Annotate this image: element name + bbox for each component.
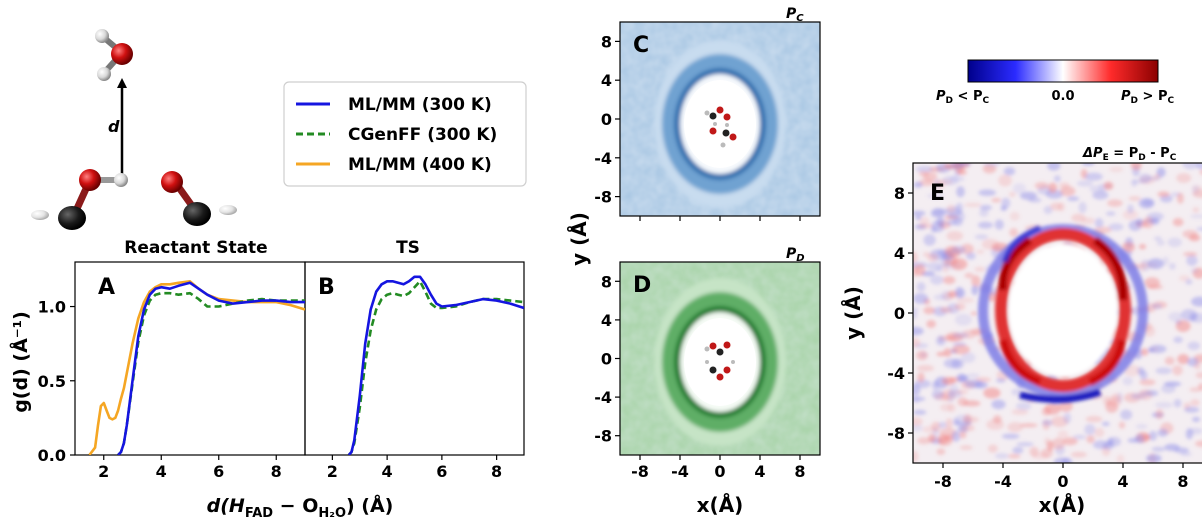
series-line xyxy=(117,281,305,455)
colorbar-center-label: 0.0 xyxy=(1051,89,1074,104)
hydrogen-atom xyxy=(114,173,128,187)
y-tick-label: 4 xyxy=(601,71,612,90)
panel-b-frame xyxy=(304,261,525,456)
y-tick-label: -4 xyxy=(594,388,612,407)
y-tick-label: -4 xyxy=(594,149,612,168)
x-tick-label: 6 xyxy=(436,462,447,481)
x-tick-label: -8 xyxy=(631,462,649,481)
x-tick-label: 0 xyxy=(714,462,725,481)
panel-b-letter: B xyxy=(318,275,335,300)
arrow-head-icon xyxy=(117,78,127,88)
panel-a-title: Reactant State xyxy=(124,238,267,258)
panel-c-letter: C xyxy=(633,33,649,58)
y-tick-label: 8 xyxy=(601,272,612,291)
panel-c-title: PC xyxy=(786,6,804,24)
x-tick-label: 2 xyxy=(98,462,109,481)
x-tick-label: 4 xyxy=(156,462,167,481)
x-tick-label: 2 xyxy=(327,462,338,481)
y-tick-label: -4 xyxy=(887,364,905,383)
panel-d-title: PD xyxy=(786,246,805,264)
e-x-axis-label: x(Å) xyxy=(1039,493,1086,517)
panel-d-heatmap: D PD -8 -4 0 4 8 8 4 0 -4 -8 xyxy=(594,246,821,481)
panel-e-heatmap: E ΔPE = PD - PC -8 -4 0 4 8 8 4 0 -4 -8 xyxy=(887,146,1202,491)
legend-box xyxy=(283,81,527,187)
panel-c-heatmap: C PC 8 4 0 -4 -8 xyxy=(594,6,821,221)
x-tick-label: 8 xyxy=(1177,472,1188,491)
colorbar-gradient xyxy=(967,59,1159,83)
x-tick-label: 8 xyxy=(794,462,805,481)
legend: ML/MM (300 K) CGenFF (300 K) ML/MM (400 K) xyxy=(283,81,527,187)
y-tick-label: 8 xyxy=(601,32,612,51)
panel-d-molecule xyxy=(704,341,735,381)
panel-a-letter: A xyxy=(98,275,115,300)
hydrogen-atom xyxy=(97,67,111,81)
series-line xyxy=(88,279,305,455)
e-y-axis-label: y (Å) xyxy=(841,286,865,340)
oxygen-atom xyxy=(161,171,183,193)
y-tick-label: -8 xyxy=(887,424,905,443)
rdf-y-axis-label: g(d) (Å⁻¹) xyxy=(8,311,32,413)
x-tick-label: 4 xyxy=(1117,472,1128,491)
molecule-illustration: d xyxy=(31,29,237,230)
legend-label: ML/MM (400 K) xyxy=(348,155,492,175)
panel-b-ticks: 2 4 6 8 xyxy=(327,455,502,481)
panel-e-title: ΔPE = PD - PC xyxy=(1082,146,1177,163)
panel-b-title: TS xyxy=(396,238,420,258)
y-tick-label: -8 xyxy=(594,427,612,446)
y-tick-label: 4 xyxy=(894,244,905,263)
y-tick-label: -8 xyxy=(594,188,612,207)
hydrogen-atom xyxy=(95,29,109,43)
cd-x-axis-label: x(Å) xyxy=(697,493,744,517)
y-tick-label: 1.0 xyxy=(38,298,66,317)
y-tick-label: 0 xyxy=(601,110,612,129)
panel-b-series xyxy=(347,275,524,455)
x-tick-label: -4 xyxy=(671,462,689,481)
x-tick-label: -4 xyxy=(994,472,1012,491)
y-tick-label: 0.5 xyxy=(38,372,66,391)
y-tick-label: 8 xyxy=(894,184,905,203)
y-tick-label: 0 xyxy=(894,304,905,323)
panel-d-letter: D xyxy=(633,273,651,298)
y-tick-label: 0.0 xyxy=(38,446,66,465)
x-tick-label: 0 xyxy=(1057,472,1068,491)
panel-e-letter: E xyxy=(930,181,945,206)
oxygen-atom xyxy=(111,43,133,65)
rdf-x-axis-label: d(HFAD − OH₂O) (Å) xyxy=(207,493,394,520)
panel-c-molecule xyxy=(704,106,737,148)
x-tick-label: -8 xyxy=(934,472,952,491)
colorbar-left-label: PD < PC xyxy=(936,89,990,106)
series-line xyxy=(117,291,305,455)
x-tick-label: 6 xyxy=(213,462,224,481)
legend-label: CGenFF (300 K) xyxy=(348,125,497,145)
carbon-atom xyxy=(58,206,86,230)
x-tick-label: 4 xyxy=(754,462,765,481)
distance-label: d xyxy=(108,117,120,136)
series-line xyxy=(347,279,524,455)
x-tick-label: 8 xyxy=(271,462,282,481)
series-line xyxy=(347,275,524,455)
panel-a-series xyxy=(88,279,305,455)
panel-a-ticks: 2 4 6 8 0.0 0.5 1.0 xyxy=(38,298,282,481)
y-tick-label: 0 xyxy=(601,350,612,369)
oxygen-atom xyxy=(79,169,101,191)
x-tick-label: 8 xyxy=(491,462,502,481)
carbon-atom xyxy=(183,202,211,226)
colorbar: PD < PC 0.0 PD > PC xyxy=(936,59,1175,106)
y-tick-label: 4 xyxy=(601,311,612,330)
colorbar-right-label: PD > PC xyxy=(1121,89,1175,106)
rdf-panels: Reactant State TS 2 4 6 8 0.0 0.5 1.0 2 4 6 8 A B… xyxy=(8,238,525,520)
x-tick-label: 4 xyxy=(382,462,393,481)
legend-label: ML/MM (300 K) xyxy=(348,95,492,115)
cd-y-axis-label: y (Å) xyxy=(567,212,591,266)
